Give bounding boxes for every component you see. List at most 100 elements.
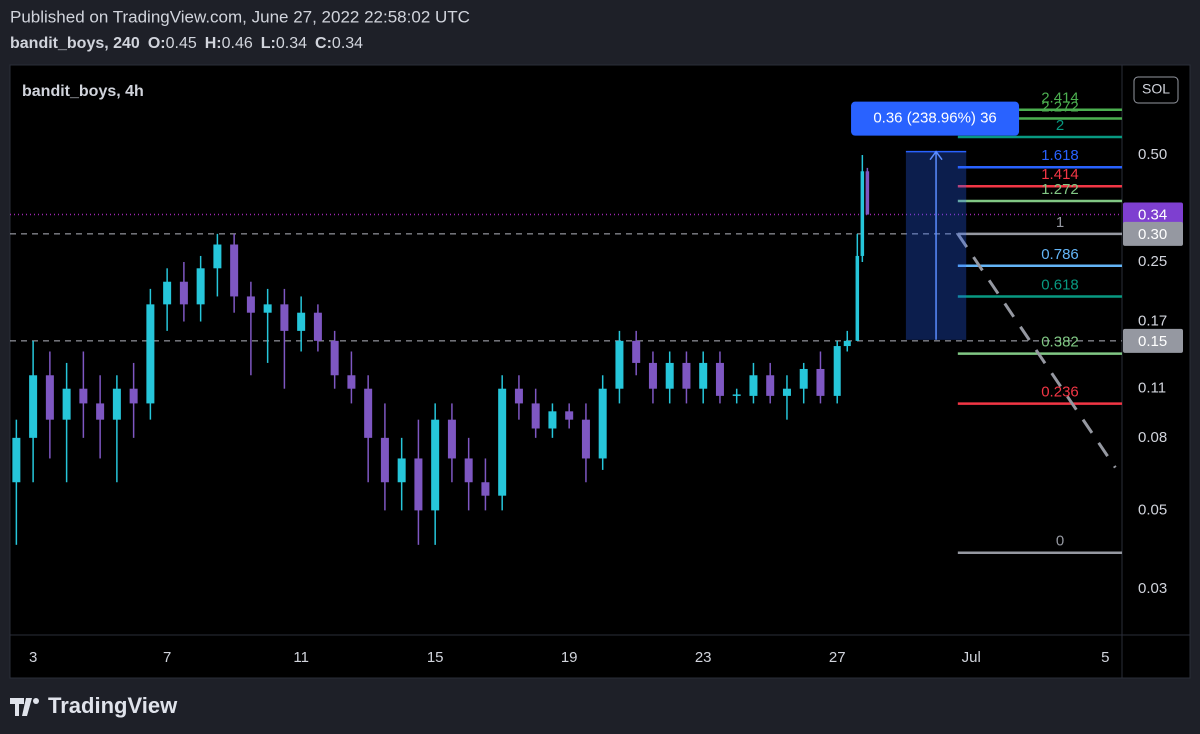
x-tick-label: 19 — [561, 649, 578, 666]
candle-body — [431, 419, 440, 511]
ohlc-key: H: — [205, 35, 222, 52]
candle-body — [263, 304, 272, 313]
published-line: Published on TradingView.com, June 27, 2… — [10, 7, 470, 26]
candle-body — [397, 458, 406, 483]
candle-body — [598, 388, 607, 459]
chart-panel — [9, 64, 1191, 679]
candle-body — [855, 255, 860, 341]
candle-body — [347, 375, 356, 389]
candle-body — [414, 458, 423, 511]
fib-label: 2.272 — [1041, 99, 1079, 116]
candle-body — [699, 362, 708, 389]
x-tick-label: 23 — [695, 649, 712, 666]
price-label-box — [1123, 221, 1183, 246]
candle-body — [481, 482, 490, 496]
y-tick-label: 0.08 — [1138, 429, 1167, 446]
candle-body — [280, 304, 289, 331]
x-tick-label: 3 — [29, 649, 37, 666]
fib-label: 0.618 — [1041, 276, 1079, 293]
candle-body — [498, 388, 507, 496]
fib-label: 0.382 — [1041, 334, 1079, 351]
price-label: 0.34 — [1138, 207, 1167, 224]
symbol-button[interactable] — [1133, 76, 1179, 104]
candle-body — [464, 458, 473, 483]
price-label: 0.15 — [1138, 333, 1167, 350]
fib-label: 2 — [1056, 117, 1064, 134]
candle-body — [146, 304, 155, 404]
symbol-button-label[interactable]: SOL — [1142, 81, 1170, 97]
y-tick-label: 0.11 — [1138, 380, 1166, 397]
ohlc-key: O: — [148, 35, 166, 52]
candle-body — [615, 340, 624, 389]
candle-body — [196, 268, 205, 305]
ohlc-value: 0.46 — [222, 35, 253, 52]
candle-body — [531, 403, 540, 429]
candle-body — [112, 388, 121, 420]
measure-label-box — [851, 101, 1020, 136]
candle-body — [833, 346, 841, 396]
ohlc-key: C: — [315, 35, 332, 52]
candle-body — [163, 281, 172, 305]
candle-body — [514, 388, 523, 404]
candle-body — [648, 362, 657, 389]
x-tick-label: Jul — [962, 649, 981, 666]
candle-body — [213, 244, 222, 269]
ohlc-key: L: — [261, 35, 276, 52]
candle-body — [816, 368, 825, 396]
candle-body — [843, 340, 851, 347]
logo — [10, 698, 39, 716]
ohlc-value: 0.45 — [166, 35, 197, 52]
candle-body — [79, 388, 88, 404]
ohlc-value: 0.34 — [332, 35, 363, 52]
candle-body — [682, 362, 691, 389]
candle-body — [330, 340, 339, 376]
candle-body — [548, 411, 557, 429]
x-tick-label: 15 — [427, 649, 444, 666]
measure-label: 0.36 (238.96%) 36 — [873, 110, 996, 127]
candle-body — [860, 171, 865, 256]
chart-legend: bandit_boys, 4h — [22, 83, 144, 100]
candle-body — [632, 340, 641, 363]
candle-body — [62, 388, 71, 420]
candle-body — [865, 171, 870, 215]
symbol-line: bandit_boys, 240 — [10, 35, 140, 52]
candle-body — [313, 312, 322, 341]
ohlc-value: 0.34 — [276, 35, 307, 52]
fib-label: 1.414 — [1041, 166, 1079, 183]
price-label-box — [1123, 202, 1183, 227]
candle-body — [665, 362, 674, 389]
candle-body — [799, 368, 808, 389]
candle-body — [96, 403, 105, 420]
candle-body — [581, 419, 590, 459]
candle-body — [246, 296, 255, 313]
x-tick-label: 5 — [1101, 649, 1109, 666]
candle-body — [782, 388, 791, 396]
brand: TradingView — [48, 693, 178, 718]
price-label: 0.30 — [1138, 226, 1167, 243]
y-tick-label: 0.25 — [1138, 253, 1167, 270]
fib-label: 1.618 — [1041, 147, 1079, 164]
fib-label: 2.414 — [1041, 90, 1079, 107]
x-tick-label: 27 — [829, 649, 846, 666]
candle-body — [297, 312, 306, 331]
fib-label: 1.272 — [1041, 181, 1079, 198]
y-tick-label: 0.17 — [1138, 312, 1167, 329]
fib-label: 0 — [1056, 533, 1064, 550]
candle-body — [129, 388, 138, 404]
candle-body — [380, 437, 389, 483]
candle-body — [179, 281, 188, 305]
candle-body — [12, 437, 21, 483]
logo-mark — [10, 698, 32, 716]
logo-dot — [33, 698, 39, 704]
candle-body — [364, 388, 373, 438]
y-tick-label: 0.05 — [1138, 501, 1167, 518]
candle-body — [29, 375, 38, 438]
price-label-box — [1123, 328, 1183, 353]
trend-line — [956, 233, 1117, 469]
candle-body — [732, 394, 741, 396]
candle-body — [749, 375, 758, 396]
candle-body — [766, 375, 775, 396]
x-tick-label: 7 — [163, 649, 171, 666]
